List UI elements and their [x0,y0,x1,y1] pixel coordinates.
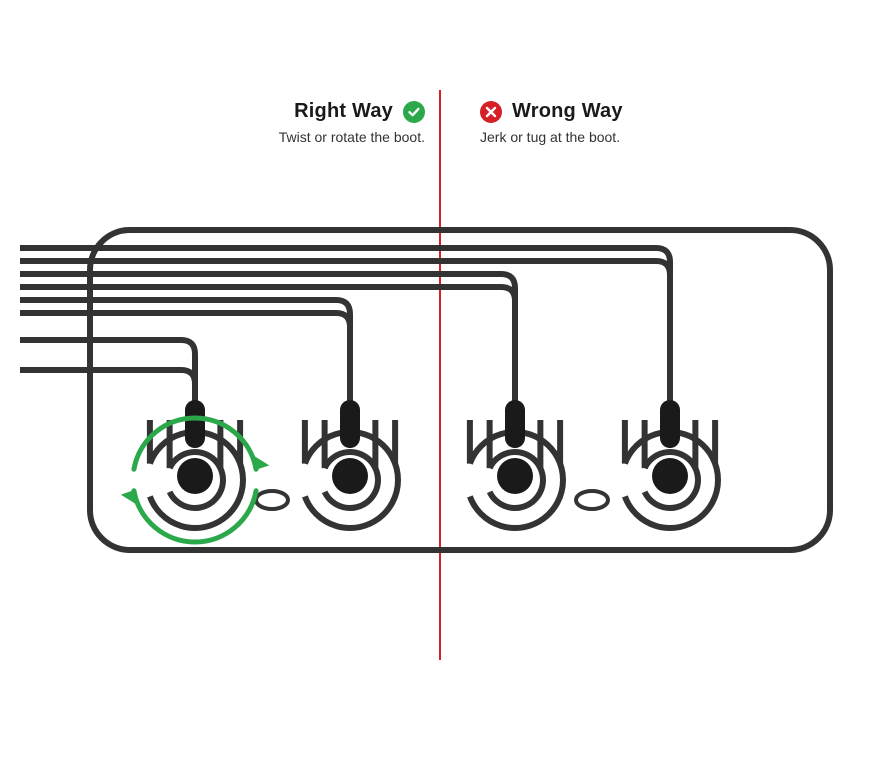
plug-stem [340,400,360,448]
spark-plug-boot [625,400,718,528]
plug-stem [185,400,205,448]
wire [20,313,350,402]
slot [256,491,288,509]
plug-stem [660,400,680,448]
diagram-svg [0,0,880,780]
panel-outline [90,230,830,550]
plug-knob [332,458,368,494]
wire [20,370,195,402]
plug-knob [177,458,213,494]
stage: Right Way Twist or rotate the boot. Wron… [0,0,880,780]
wire [20,261,670,402]
slot [576,491,608,509]
spark-plug-boot [305,400,398,528]
plug-stem [505,400,525,448]
plug-knob [652,458,688,494]
plug-knob [497,458,533,494]
spark-plug-boot [470,400,563,528]
